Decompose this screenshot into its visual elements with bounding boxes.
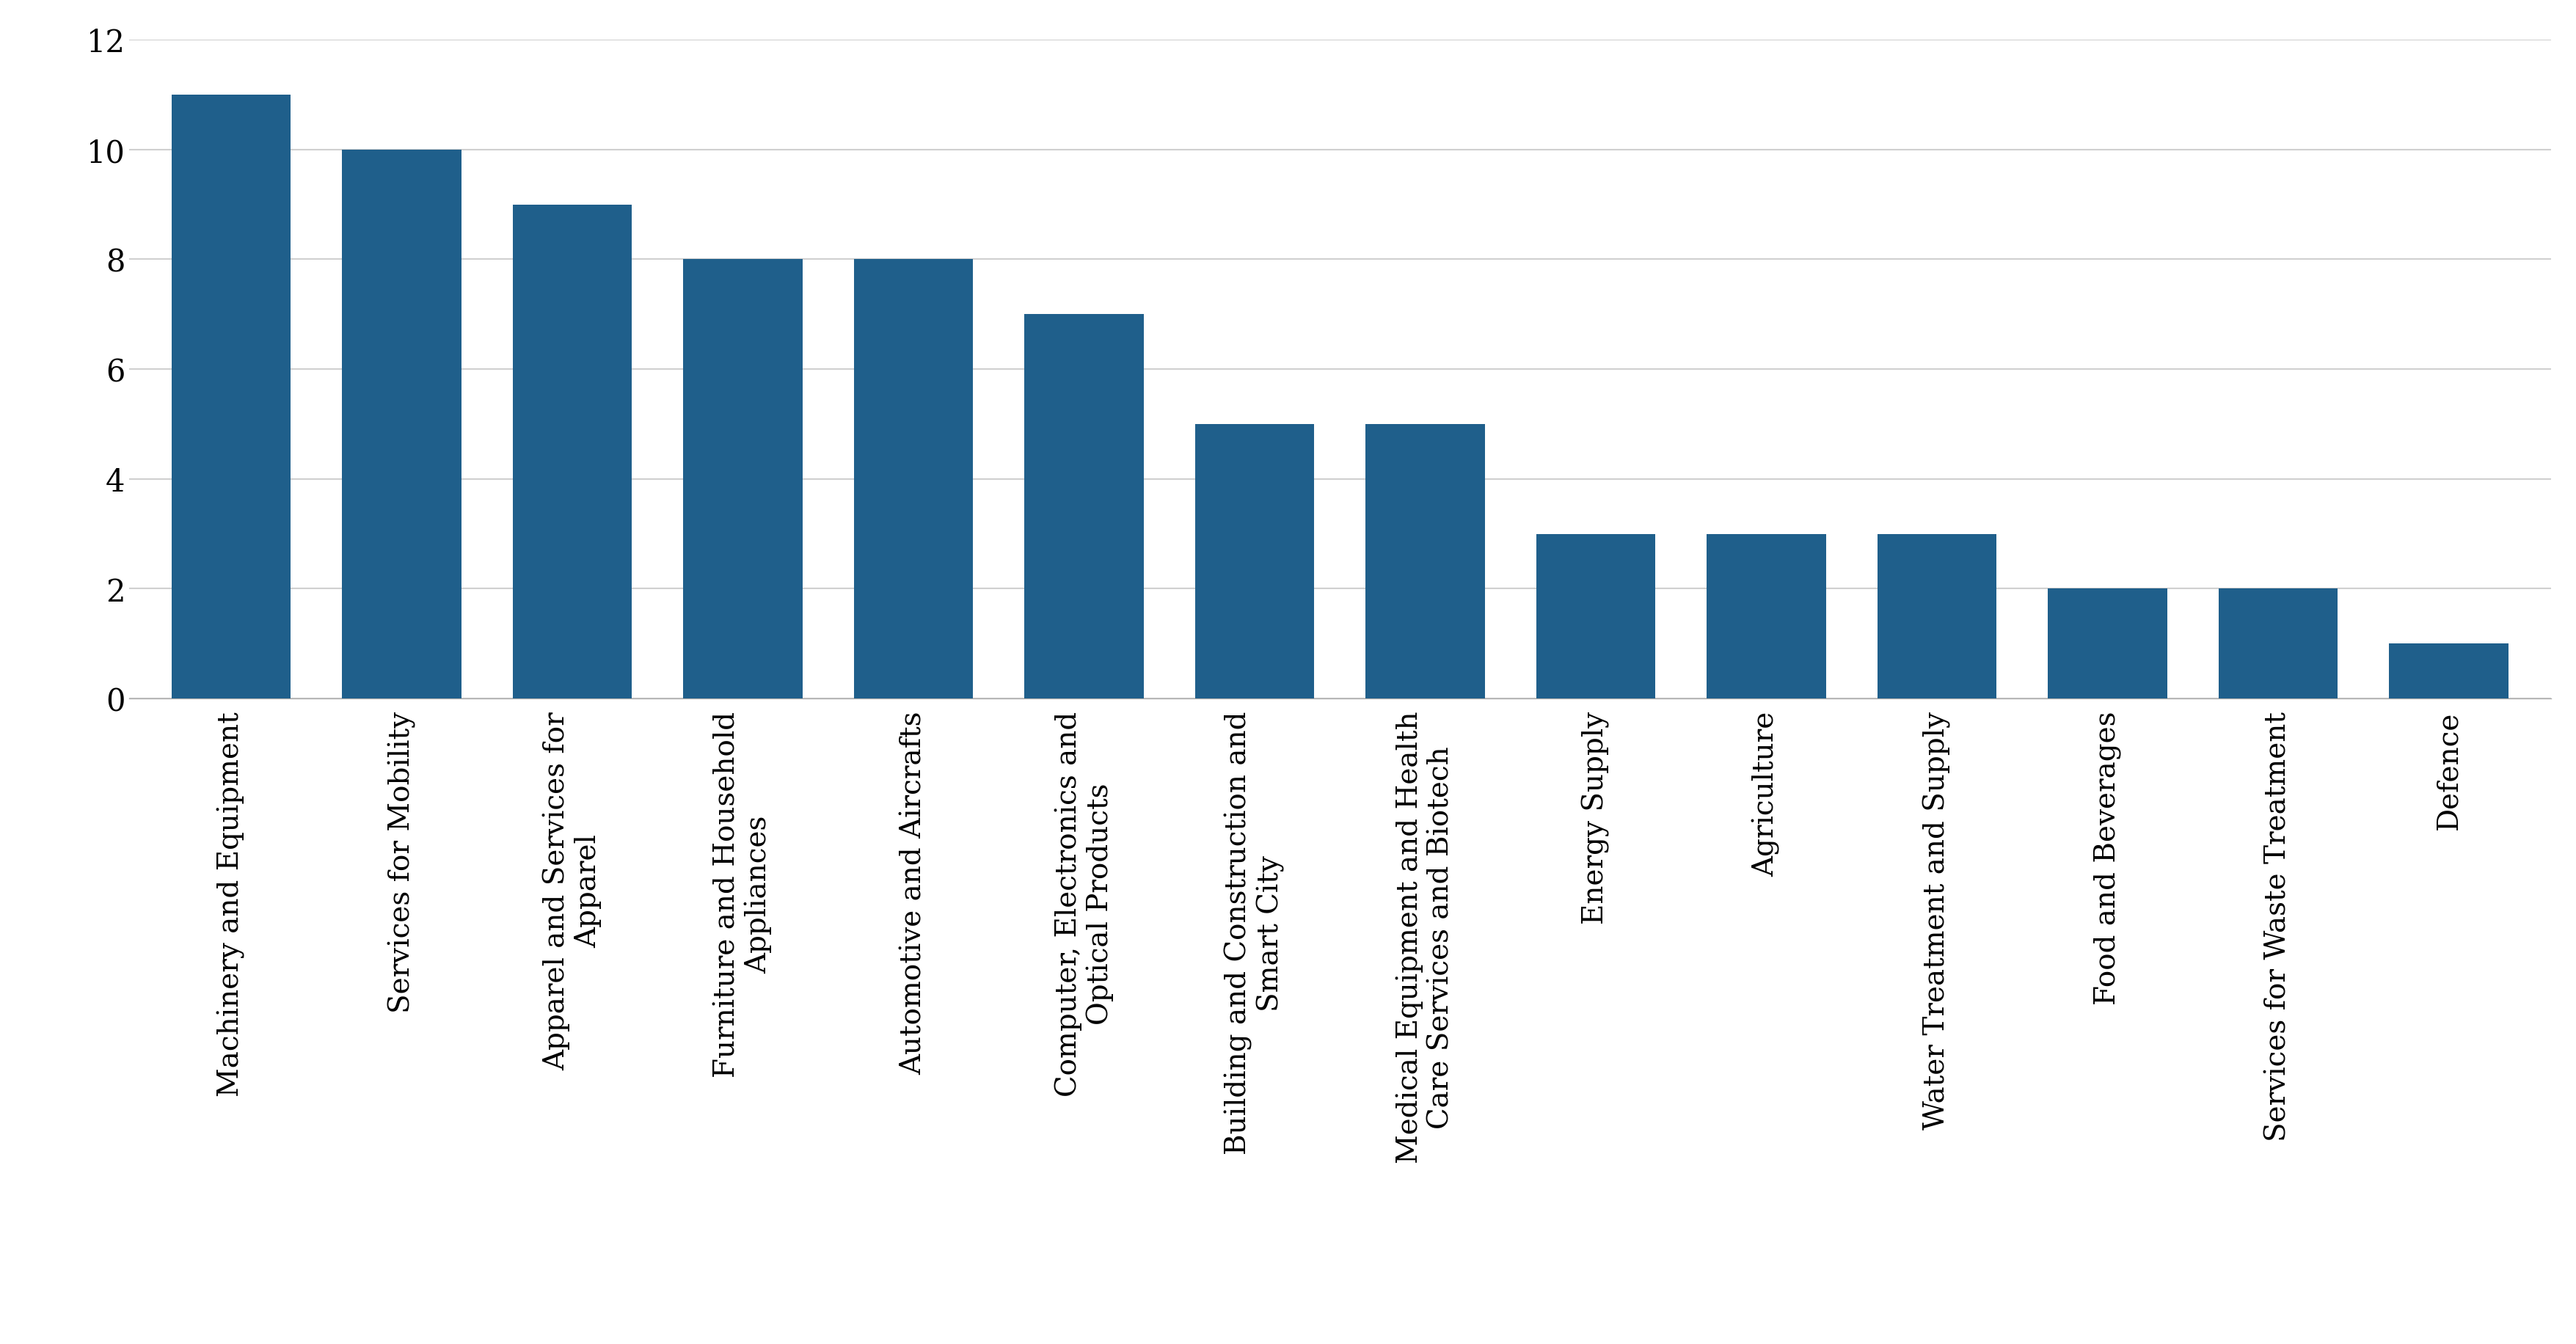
Bar xyxy=(683,259,801,699)
Bar xyxy=(513,206,631,699)
Bar xyxy=(1025,314,1144,699)
Bar xyxy=(1878,535,1996,699)
Bar xyxy=(853,259,974,699)
Bar xyxy=(2388,644,2506,699)
Bar xyxy=(2048,589,2166,699)
Bar xyxy=(1705,535,1826,699)
Bar xyxy=(1195,425,1314,699)
Bar xyxy=(1365,425,1484,699)
Bar xyxy=(1535,535,1654,699)
Bar xyxy=(2218,589,2336,699)
Bar xyxy=(173,95,291,699)
Bar xyxy=(343,151,461,699)
